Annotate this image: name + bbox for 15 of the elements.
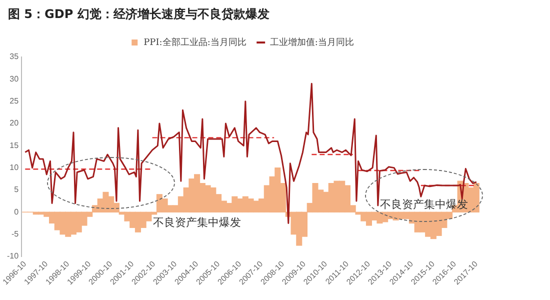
y-tick-label: 20 [10, 118, 20, 128]
y-tick-label: 15 [10, 140, 20, 150]
legend-label: PPI:全部工业品:当月同比 [144, 36, 246, 48]
y-tick-label: 25 [10, 96, 20, 106]
chart-title: 图 5：GDP 幻觉：经济增长速度与不良贷款爆发 [8, 6, 270, 23]
y-tick-label: 35 [10, 52, 20, 62]
y-tick-label: 30 [10, 74, 20, 84]
y-tick-label: 0 [14, 207, 20, 216]
legend-label: 工业增加值:当月同比 [270, 36, 354, 48]
y-tick-label: -10 [7, 252, 20, 261]
annotation: 不良资产集中爆发 [380, 197, 468, 212]
y-tick-label: -5 [11, 229, 20, 238]
annotation: 不良资产集中爆发 [153, 215, 241, 230]
y-tick-label: 10 [10, 163, 20, 172]
y-tick-label: 5 [14, 185, 20, 194]
